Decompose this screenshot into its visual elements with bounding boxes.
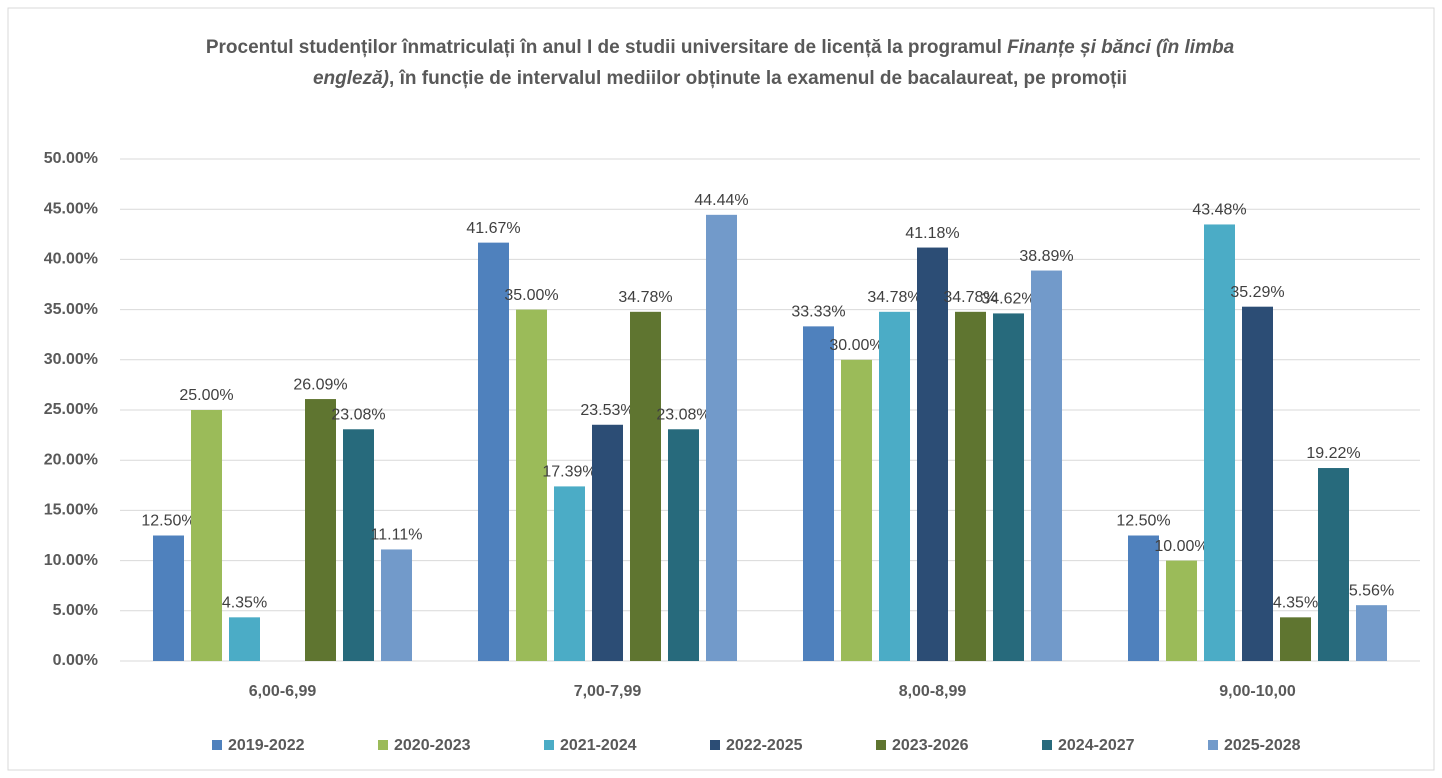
y-tick-label: 20.00% — [44, 451, 98, 468]
y-tick-label: 15.00% — [44, 502, 98, 519]
bar — [1128, 535, 1159, 661]
bar — [153, 535, 184, 661]
bar — [191, 410, 222, 661]
bar — [478, 242, 509, 662]
legend-label: 2024-2027 — [1058, 737, 1135, 754]
y-tick-label: 30.00% — [44, 351, 98, 368]
chart-title: Procentul studenților înmatriculați în a… — [170, 32, 1270, 94]
value-label: 10.00% — [1154, 538, 1208, 555]
bar — [1031, 270, 1062, 661]
legend-swatch — [212, 740, 222, 750]
y-tick-label: 50.00% — [44, 150, 98, 167]
x-tick-label: 9,00-10,00 — [1219, 683, 1296, 700]
bar — [841, 359, 872, 661]
value-label: 43.48% — [1192, 202, 1246, 219]
legend-label: 2025-2028 — [1224, 737, 1301, 754]
x-tick-label: 7,00-7,99 — [574, 683, 642, 700]
value-label: 30.00% — [829, 337, 883, 354]
value-label: 25.00% — [179, 387, 233, 404]
value-label: 23.08% — [331, 406, 385, 423]
value-label: 34.62% — [981, 291, 1035, 308]
value-label: 4.35% — [222, 595, 267, 612]
bar — [879, 311, 910, 661]
legend-label: 2020-2023 — [394, 737, 471, 754]
y-tick-label: 25.00% — [44, 401, 98, 418]
bar — [1242, 306, 1273, 661]
value-label: 26.09% — [293, 376, 347, 393]
value-label: 34.78% — [867, 289, 921, 306]
bar — [1280, 617, 1311, 661]
bar — [1204, 224, 1235, 661]
value-label: 11.11% — [371, 527, 423, 544]
legend-swatch — [1042, 740, 1052, 750]
value-label: 44.44% — [694, 192, 748, 209]
bar — [917, 247, 948, 661]
value-label: 12.50% — [1116, 513, 1170, 530]
bar — [229, 617, 260, 661]
value-label: 35.00% — [504, 287, 558, 304]
legend-label: 2023-2026 — [892, 737, 969, 754]
title-part: , în funcție de intervalul mediilor obți… — [389, 68, 1128, 89]
legend-swatch — [378, 740, 388, 750]
legend-label: 2019-2022 — [228, 737, 305, 754]
legend-label: 2021-2024 — [560, 737, 637, 754]
value-label: 41.18% — [905, 225, 959, 242]
value-label: 35.29% — [1230, 284, 1284, 301]
value-label: 4.35% — [1273, 595, 1318, 612]
bar — [343, 429, 374, 661]
value-label: 23.08% — [656, 406, 710, 423]
title-part: Finanțe și bănci (în limba engleză) — [312, 37, 1235, 89]
legend-swatch — [1208, 740, 1218, 750]
y-tick-label: 10.00% — [44, 552, 98, 569]
bar — [305, 399, 336, 661]
legend-label: 2022-2025 — [726, 737, 803, 754]
value-label: 17.39% — [542, 464, 596, 481]
value-label: 33.33% — [791, 304, 845, 321]
y-tick-label: 5.00% — [53, 602, 98, 619]
bar — [993, 313, 1024, 661]
bar — [803, 326, 834, 661]
y-tick-label: 45.00% — [44, 200, 98, 217]
bar — [381, 549, 412, 661]
legend-swatch — [710, 740, 720, 750]
bar — [706, 214, 737, 662]
bar — [955, 311, 986, 661]
value-label: 34.78% — [618, 289, 672, 306]
bar — [1166, 560, 1197, 661]
bar — [516, 309, 547, 661]
x-tick-label: 6,00-6,99 — [249, 683, 317, 700]
title-part: Procentul studenților înmatriculați în a… — [205, 37, 1008, 58]
bar — [1318, 468, 1349, 661]
bar — [1356, 605, 1387, 661]
value-label: 34.78% — [943, 289, 997, 306]
bar — [592, 424, 623, 661]
value-label: 23.53% — [580, 402, 634, 419]
legend-swatch — [876, 740, 886, 750]
value-label: 41.67% — [466, 220, 520, 237]
bar — [668, 429, 699, 661]
bar — [554, 486, 585, 661]
value-label: 38.89% — [1019, 248, 1073, 265]
x-tick-label: 8,00-8,99 — [899, 683, 967, 700]
bar — [630, 311, 661, 661]
value-label: 19.22% — [1306, 445, 1360, 462]
value-label: 5.56% — [1349, 582, 1394, 599]
y-tick-label: 35.00% — [44, 301, 98, 318]
y-tick-label: 0.00% — [53, 652, 98, 669]
value-label: 12.50% — [141, 513, 195, 530]
legend-swatch — [544, 740, 554, 750]
y-tick-label: 40.00% — [44, 251, 98, 268]
